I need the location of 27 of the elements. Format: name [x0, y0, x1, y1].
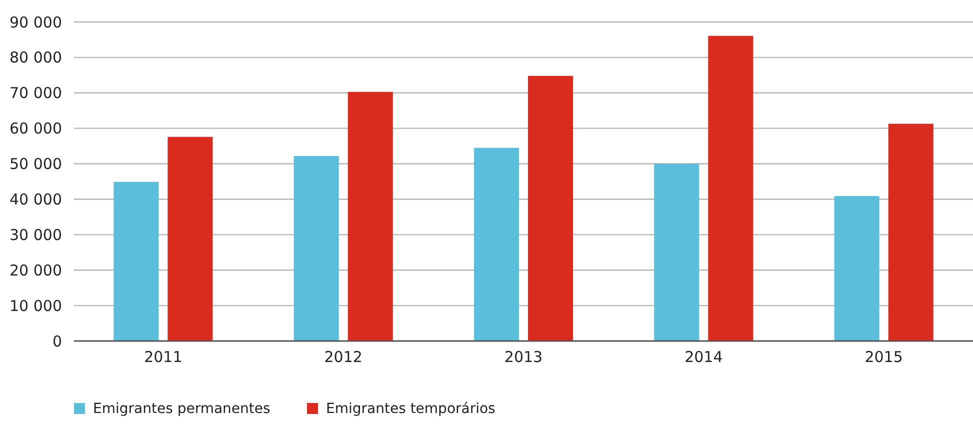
x-tick-label: 2011: [144, 348, 182, 366]
bar: [294, 156, 339, 341]
y-tick-label: 60 000: [10, 120, 62, 138]
x-tick-label: 2012: [324, 348, 362, 366]
y-tick-label: 10 000: [10, 296, 62, 315]
legend-label: Emigrantes temporários: [326, 401, 496, 417]
x-tick-label: 2013: [504, 348, 543, 366]
bar: [168, 136, 213, 341]
y-tick-label: 50 000: [10, 155, 62, 174]
bar: [348, 92, 393, 341]
y-tick-label: 0: [52, 332, 62, 350]
y-tick-label: 20 000: [10, 261, 62, 280]
y-tick-label: 90 000: [10, 13, 62, 32]
bar: [834, 196, 880, 341]
y-tick-label: 30 000: [10, 226, 62, 244]
bar: [474, 148, 519, 341]
bar: [528, 76, 574, 341]
x-tick-label: 2014: [684, 348, 723, 366]
bar: [654, 164, 700, 341]
y-tick-label: 70 000: [10, 84, 62, 102]
bar: [888, 124, 934, 341]
x-tick-label: 2015: [864, 348, 903, 366]
legend-label: Emigrantes permanentes: [93, 401, 270, 417]
bar: [114, 182, 159, 341]
y-tick-label: 80 000: [10, 48, 62, 67]
y-tick-label: 40 000: [10, 190, 62, 208]
bar: [708, 36, 754, 341]
